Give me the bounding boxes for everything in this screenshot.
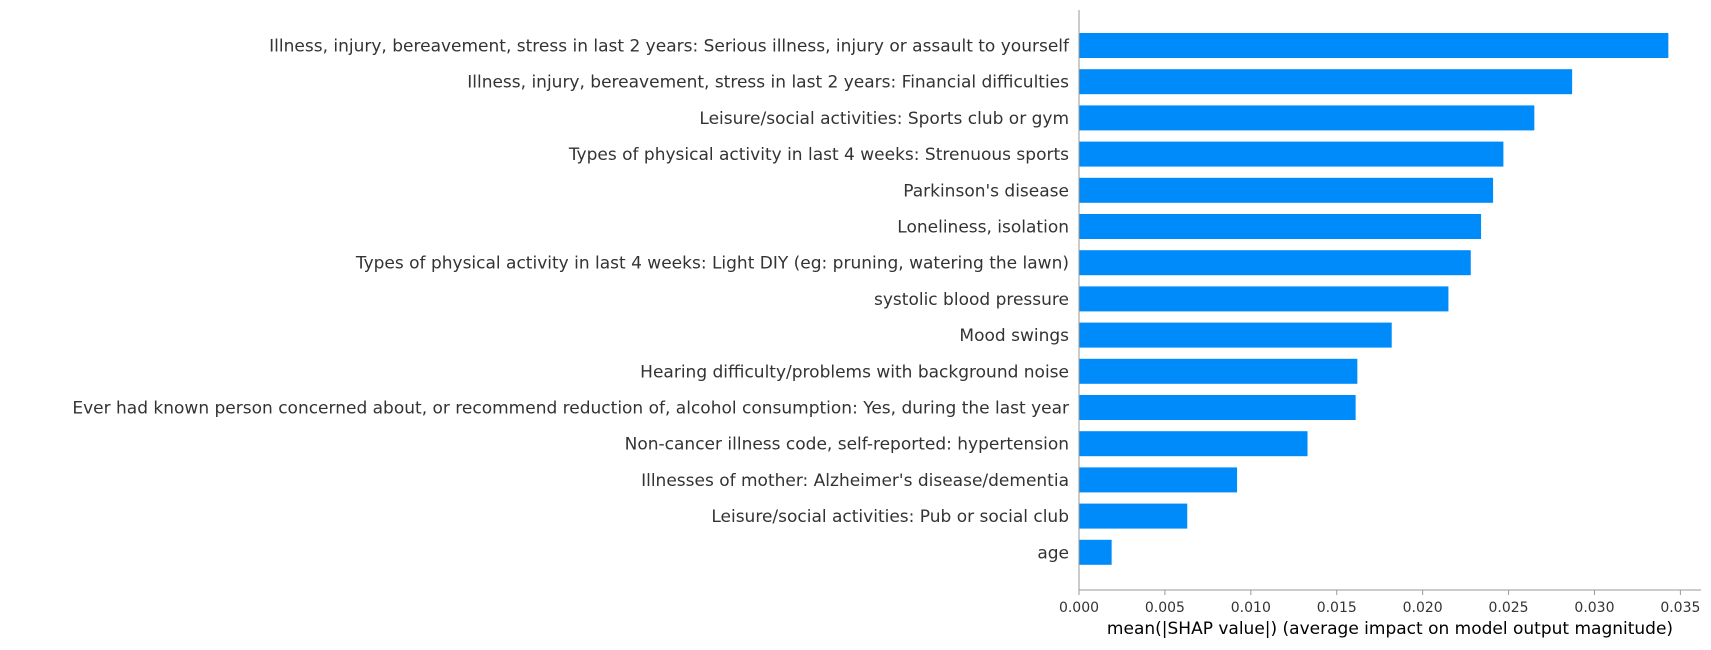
category-label: Loneliness, isolation	[897, 218, 1069, 238]
x-axis-title: mean(|SHAP value|) (average impact on mo…	[1107, 619, 1673, 639]
x-tick-label: 0.025	[1489, 600, 1529, 616]
bar	[1079, 503, 1188, 529]
x-tick-label: 0.020	[1403, 600, 1443, 616]
bar	[1079, 141, 1504, 167]
x-axis-ticks: 0.000 0.005 0.010 0.015 0.020 0.025 0.030 0.035	[1059, 590, 1700, 616]
x-tick-label: 0.015	[1317, 600, 1357, 616]
bar	[1079, 177, 1494, 203]
bar	[1079, 322, 1392, 348]
category-label: age	[1037, 543, 1069, 563]
category-label: systolic blood pressure	[874, 290, 1069, 310]
category-label: Illness, injury, bereavement, stress in …	[269, 37, 1070, 57]
x-tick-label: 0.010	[1231, 600, 1271, 616]
bar	[1079, 214, 1482, 239]
x-tick-label: 0.035	[1660, 600, 1700, 616]
x-tick-label: 0.005	[1145, 600, 1185, 616]
category-label: Ever had known person concerned about, o…	[72, 399, 1069, 419]
bar	[1079, 431, 1308, 457]
category-label: Leisure/social activities: Sports club o…	[699, 109, 1069, 129]
category-label: Non-cancer illness code, self-reported: …	[625, 435, 1069, 455]
bar	[1079, 105, 1535, 131]
category-label: Illness, injury, bereavement, stress in …	[467, 73, 1069, 93]
bars-layer	[1079, 33, 1669, 565]
bar	[1079, 69, 1573, 95]
bar	[1079, 467, 1238, 493]
bar	[1079, 286, 1449, 312]
bar	[1079, 33, 1669, 58]
x-tick-label: 0.030	[1574, 600, 1614, 616]
bar	[1079, 395, 1356, 420]
category-label: Leisure/social activities: Pub or social…	[711, 507, 1069, 527]
category-label: Parkinson's disease	[903, 181, 1069, 201]
bar	[1079, 539, 1112, 565]
category-label: Types of physical activity in last 4 wee…	[355, 254, 1069, 274]
category-label: Hearing difficulty/problems with backgro…	[640, 362, 1069, 382]
bar	[1079, 250, 1471, 276]
bar	[1079, 358, 1358, 384]
category-label: Mood swings	[959, 326, 1069, 346]
x-tick-label: 0.000	[1059, 600, 1099, 616]
category-label: Illnesses of mother: Alzheimer's disease…	[641, 471, 1069, 491]
category-label: Types of physical activity in last 4 wee…	[568, 145, 1069, 165]
category-labels: Illness, injury, bereavement, stress in …	[72, 37, 1070, 564]
